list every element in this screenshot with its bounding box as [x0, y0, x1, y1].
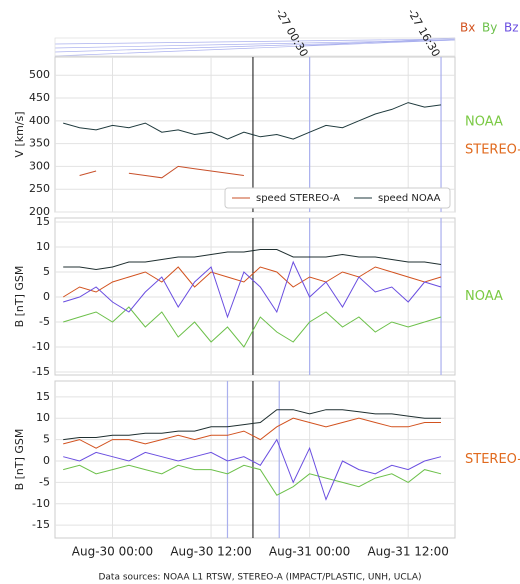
legend-box: [224, 187, 451, 209]
y-axis-label: B [nT] GSM: [13, 429, 26, 491]
y-tick-label: -10: [32, 340, 50, 353]
series-line: [63, 249, 442, 271]
y-tick-label: 10: [36, 240, 50, 253]
legend-label: speed NOAA: [378, 193, 441, 204]
y-tick-label: 5: [43, 433, 50, 446]
annotation: -27 16:30: [405, 7, 443, 60]
y-tick-label: 250: [29, 182, 50, 195]
series-line: [63, 464, 442, 496]
y-tick-label: 400: [29, 114, 50, 127]
series-line: [63, 260, 442, 319]
y-tick-label: 10: [36, 411, 50, 424]
y-tick-label: 200: [29, 205, 50, 218]
y-tick-label: 0: [43, 454, 50, 467]
legend-label: By: [482, 21, 497, 35]
y-tick-label: 300: [29, 159, 50, 172]
top-strip: [54, 37, 456, 57]
x-tick-label: Aug-31 00:00: [269, 545, 350, 559]
side-label: NOAA: [465, 289, 503, 304]
x-tick-label: Aug-30 12:00: [170, 545, 251, 559]
y-axis-label: B [nT] GSM: [13, 266, 26, 328]
source-note: Data sources: NOAA L1 RTSW, STEREO-A (IM…: [98, 573, 421, 583]
series-line: [63, 306, 442, 348]
x-tick-label: Aug-31 12:00: [367, 545, 448, 559]
y-tick-label: -15: [32, 365, 50, 378]
y-tick-label: 450: [29, 91, 50, 104]
series-line: [63, 409, 441, 441]
legend-label: speed STEREO-A: [256, 193, 340, 204]
y-tick-label: 15: [36, 215, 50, 228]
plot-area: [54, 56, 456, 213]
y-tick-label: 5: [43, 265, 50, 278]
y-tick-label: 0: [43, 290, 50, 303]
series-line: [79, 165, 244, 179]
y-tick-label: -5: [39, 475, 50, 488]
y-tick-label: 350: [29, 137, 50, 150]
y-tick-label: -15: [32, 518, 50, 531]
side-label: STEREO-A: [465, 143, 520, 158]
series-line: [63, 417, 441, 449]
series-line: [63, 102, 442, 140]
series-line: [63, 438, 442, 501]
y-tick-label: 15: [36, 390, 50, 403]
series-line: [62, 266, 442, 298]
legend-label: Bz: [504, 21, 519, 35]
y-tick-label: -5: [39, 315, 50, 328]
annotation: -27 00:30: [273, 7, 311, 60]
y-axis-label: V [km/s]: [13, 111, 26, 157]
legend: speed STEREO-A speed NOAA: [224, 187, 451, 209]
y-tick-label: -10: [32, 497, 50, 510]
y-tick-label: 500: [29, 68, 50, 81]
side-label: STEREO-A: [465, 452, 520, 467]
legend-label: Bx: [460, 21, 475, 35]
x-tick-label: Aug-30 00:00: [72, 545, 153, 559]
plot-area: [54, 380, 456, 539]
side-label: NOAA: [465, 115, 503, 130]
